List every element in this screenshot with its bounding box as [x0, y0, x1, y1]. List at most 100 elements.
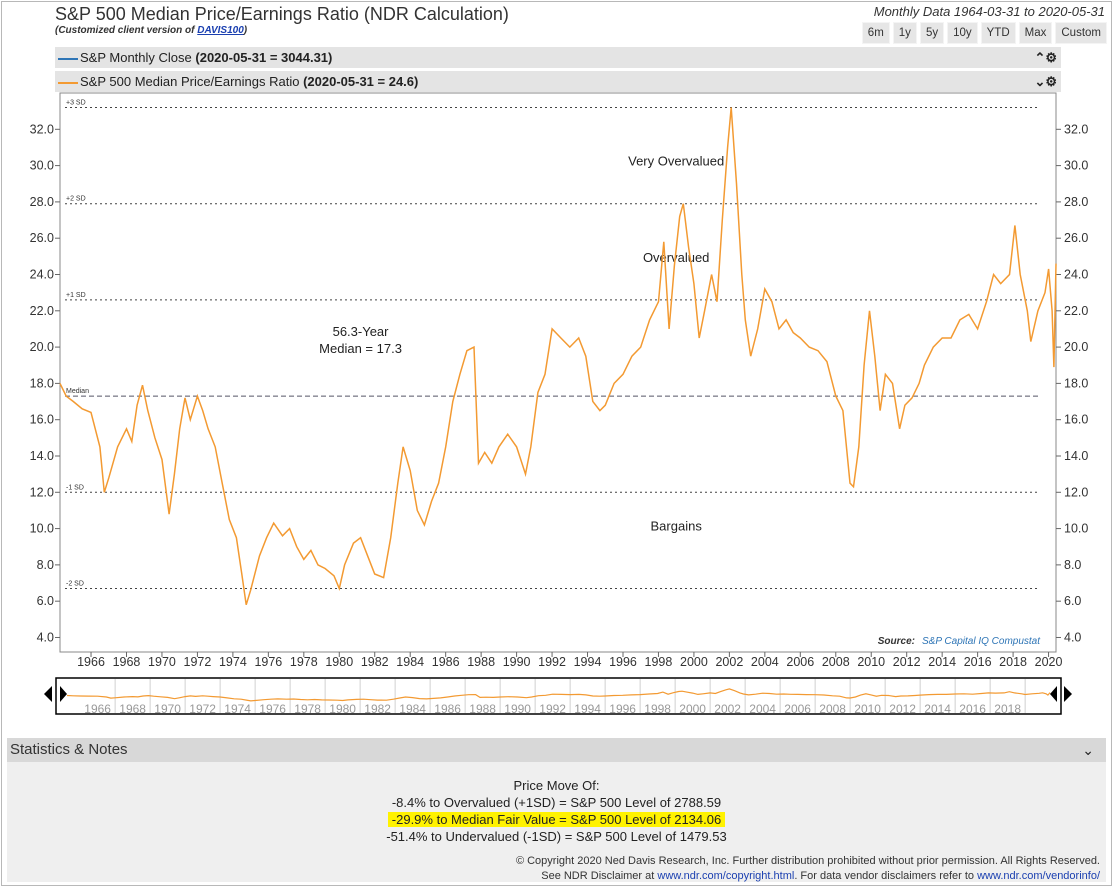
x-tick-label: 2008: [822, 655, 850, 669]
valuation-zone-label: Overvalued: [643, 250, 709, 265]
y-tick-label-right: 16.0: [1064, 413, 1088, 427]
y-tick-label: 30.0: [30, 159, 54, 173]
y-tick-label: 4.0: [37, 630, 54, 644]
x-tick-label: 2010: [857, 655, 885, 669]
y-tick-label-right: 26.0: [1064, 231, 1088, 245]
navigator-left-arrow-icon[interactable]: [44, 686, 52, 702]
x-tick-label: 1968: [113, 655, 141, 669]
navigator-right-handle-icon[interactable]: [1050, 686, 1057, 702]
navigator-tick-label: 2010: [854, 702, 881, 716]
range-6m-button[interactable]: 6m: [861, 22, 890, 44]
y-tick-label-right: 14.0: [1064, 449, 1088, 463]
navigator-tick-label: 1968: [119, 702, 146, 716]
navigator-tick-label: 1984: [399, 702, 426, 716]
timeline-navigator[interactable]: 1966 1968 1970 1972 1974 1976 1978 1980 1982 1984…: [0, 676, 1113, 716]
y-tick-label-right: 6.0: [1064, 594, 1081, 608]
y-tick-label: 16.0: [30, 413, 54, 427]
x-tick-label: 1998: [645, 655, 673, 669]
y-tick-label-right: 4.0: [1064, 630, 1081, 644]
legend-row-sp-close[interactable]: S&P Monthly Close (2020-05-31 = 3044.31)…: [55, 47, 1061, 68]
copyright-line: © Copyright 2020 Ned Davis Research, Inc…: [515, 855, 1100, 867]
stat-median-fair-value: -29.9% to Median Fair Value = S&P 500 Le…: [7, 812, 1106, 827]
navigator-tick-label: 1970: [154, 702, 181, 716]
legend-value: (2020-05-31 = 24.6): [303, 74, 419, 89]
range-button-group: 6m 1y 5y 10y YTD Max Custom: [861, 22, 1107, 44]
y-tick-label: 10.0: [30, 522, 54, 536]
legend-label: S&P 500 Median Price/Earnings Ratio: [80, 74, 300, 89]
y-tick-label-right: 32.0: [1064, 122, 1088, 136]
chevron-down-icon[interactable]: ⌄: [1082, 742, 1094, 758]
navigator-tick-label: 2016: [959, 702, 986, 716]
source-value: S&P Capital IQ Compustat: [922, 636, 1041, 647]
range-ytd-button[interactable]: YTD: [980, 22, 1016, 44]
navigator-tick-label: 1986: [434, 702, 461, 716]
navigator-tick-label: 2002: [714, 702, 741, 716]
navigator-tick-label: 2000: [679, 702, 706, 716]
navigator-tick-label: 1992: [539, 702, 566, 716]
median-note-line-2: Median = 17.3: [319, 341, 402, 356]
chart-subtitle: (Customized client version of DAVIS100): [55, 25, 248, 36]
navigator-tick-label: 1978: [294, 702, 321, 716]
reference-line-label: +1 SD: [66, 292, 86, 299]
y-tick-label-right: 28.0: [1064, 195, 1088, 209]
stats-notes-title: Statistics & Notes: [10, 741, 128, 758]
range-5y-button[interactable]: 5y: [919, 22, 945, 44]
median-pe-series-line: [59, 107, 1057, 606]
y-tick-label: 32.0: [30, 122, 54, 136]
data-range-label: Monthly Data 1964-03-31 to 2020-05-31: [873, 4, 1105, 19]
x-tick-label: 1974: [219, 655, 247, 669]
x-tick-label: 1976: [254, 655, 282, 669]
range-max-button[interactable]: Max: [1018, 22, 1053, 44]
x-tick-label: 1972: [184, 655, 212, 669]
range-10y-button[interactable]: 10y: [947, 22, 978, 44]
legend-value: (2020-05-31 = 3044.31): [195, 50, 333, 65]
y-tick-label-right: 10.0: [1064, 522, 1088, 536]
x-tick-label: 1986: [432, 655, 460, 669]
x-tick-label: 2012: [893, 655, 921, 669]
navigator-right-arrow-icon[interactable]: [1064, 686, 1072, 702]
x-tick-label: 2004: [751, 655, 779, 669]
main-chart[interactable]: +3 SD +2 SD +1 SD Median -1 SD -2 SD 4.0 6.0 8.…: [0, 0, 1113, 680]
legend-row-median-pe[interactable]: S&P 500 Median Price/Earnings Ratio (202…: [55, 71, 1061, 92]
reference-line-label: -2 SD: [66, 580, 84, 587]
copyright-link[interactable]: www.ndr.com/copyright.html: [657, 870, 795, 882]
x-tick-label: 1990: [503, 655, 531, 669]
x-tick-label: 2014: [928, 655, 956, 669]
navigator-tick-label: 1998: [644, 702, 671, 716]
valuation-zone-label: Very Overvalued: [628, 154, 724, 169]
vendorinfo-link[interactable]: www.ndr.com/vendorinfo/: [977, 870, 1100, 882]
navigator-tick-label: 2018: [994, 702, 1021, 716]
expand-settings-icon[interactable]: ⌄⚙: [1034, 74, 1057, 89]
stat-overvalued: -8.4% to Overvalued (+1SD) = S&P 500 Lev…: [391, 795, 722, 810]
navigator-tick-label: 2014: [924, 702, 951, 716]
y-tick-label: 18.0: [30, 376, 54, 390]
x-tick-label: 2016: [964, 655, 992, 669]
stats-notes-header[interactable]: Statistics & Notes ⌄: [7, 738, 1106, 762]
navigator-tick-label: 2004: [749, 702, 776, 716]
y-tick-label: 6.0: [37, 594, 54, 608]
navigator-left-handle-icon[interactable]: [60, 686, 67, 702]
navigator-tick-label: 2008: [819, 702, 846, 716]
navigator-tick-label: 2006: [784, 702, 811, 716]
source-label: Source:: [878, 636, 915, 647]
x-tick-label: 1994: [574, 655, 602, 669]
range-1y-button[interactable]: 1y: [892, 22, 917, 44]
y-tick-label-right: 18.0: [1064, 376, 1088, 390]
davis100-link[interactable]: DAVIS100: [197, 25, 244, 36]
x-tick-label: 2018: [999, 655, 1027, 669]
navigator-tick-label: 1980: [329, 702, 356, 716]
y-tick-label-right: 24.0: [1064, 267, 1088, 281]
y-tick-label-right: 8.0: [1064, 558, 1081, 572]
range-custom-button[interactable]: Custom: [1055, 22, 1107, 44]
collapse-settings-icon[interactable]: ⌃⚙: [1034, 50, 1057, 65]
navigator-tick-label: 1982: [364, 702, 391, 716]
y-tick-label: 8.0: [37, 558, 54, 572]
y-tick-label-right: 20.0: [1064, 340, 1088, 354]
stats-notes-panel: Price Move Of: -8.4% to Overvalued (+1SD…: [7, 762, 1106, 882]
y-tick-label: 26.0: [30, 231, 54, 245]
x-tick-label: 1978: [290, 655, 318, 669]
navigator-series-line: [66, 688, 1051, 702]
x-tick-label: 2000: [680, 655, 708, 669]
navigator-tick-label: 1996: [609, 702, 636, 716]
